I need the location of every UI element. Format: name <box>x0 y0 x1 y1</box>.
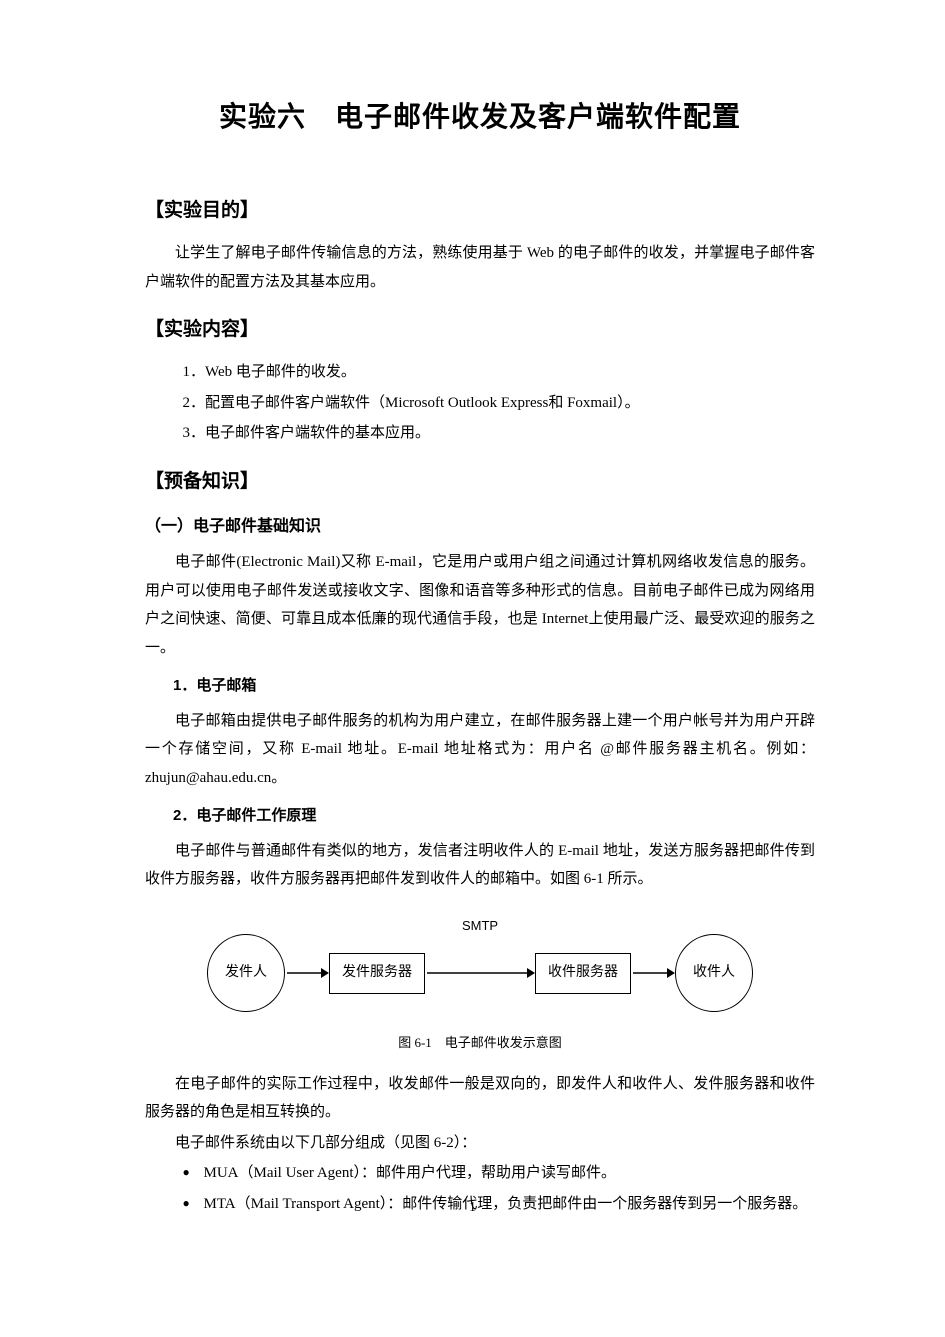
node-receiver-server: 收件服务器 <box>535 953 631 994</box>
bullet-mua: MUA（Mail User Agent）：邮件用户代理，帮助用户读写邮件。 <box>183 1159 816 1188</box>
smtp-label: SMTP <box>462 914 498 939</box>
node-receiver: 收件人 <box>675 934 753 1012</box>
heading-content: 【实验内容】 <box>145 312 815 348</box>
content-item-3: 3．电子邮件客户端软件的基本应用。 <box>183 419 816 448</box>
diagram-row: 发件人 发件服务器 收件服务器 收件人 <box>207 934 753 1012</box>
para-principle-3: 电子邮件系统由以下几部分组成（见图 6-2）： <box>145 1129 815 1158</box>
arrow-icon <box>631 963 675 983</box>
content-item-2: 2．配置电子邮件客户端软件（Microsoft Outlook Express和… <box>183 389 816 418</box>
para-principle-2: 在电子邮件的实际工作过程中，收发邮件一般是双向的，即发件人和收件人、发件服务器和… <box>145 1070 815 1127</box>
heading-objectives: 【实验目的】 <box>145 193 815 229</box>
para-basics: 电子邮件(Electronic Mail)又称 E-mail，它是用户或用户组之… <box>145 548 815 662</box>
para-mailbox: 电子邮箱由提供电子邮件服务的机构为用户建立，在邮件服务器上建一个用户帐号并为用户… <box>145 707 815 793</box>
figure-caption-6-1: 图 6-1 电子邮件收发示意图 <box>145 1031 815 1056</box>
subheading-mailbox: 1．电子邮箱 <box>173 672 815 701</box>
document-title: 实验六 电子邮件收发及客户端软件配置 <box>145 90 815 143</box>
content-item-1: 1．Web 电子邮件的收发。 <box>183 358 816 387</box>
arrow-icon <box>285 963 329 983</box>
page-number: 1 <box>0 1195 945 1222</box>
arrow-icon <box>425 963 535 983</box>
node-sender: 发件人 <box>207 934 285 1012</box>
para-principle-1: 电子邮件与普通邮件有类似的地方，发信者注明收件人的 E-mail 地址，发送方服… <box>145 837 815 894</box>
subheading-basics: （一）电子邮件基础知识 <box>145 512 815 542</box>
email-flow-diagram: SMTP 发件人 发件服务器 收件服务器 收件人 <box>145 912 815 1017</box>
para-objectives: 让学生了解电子邮件传输信息的方法，熟练使用基于 Web 的电子邮件的收发，并掌握… <box>145 239 815 296</box>
subheading-principle: 2．电子邮件工作原理 <box>173 802 815 831</box>
node-sender-server: 发件服务器 <box>329 953 425 994</box>
heading-prep: 【预备知识】 <box>145 464 815 500</box>
